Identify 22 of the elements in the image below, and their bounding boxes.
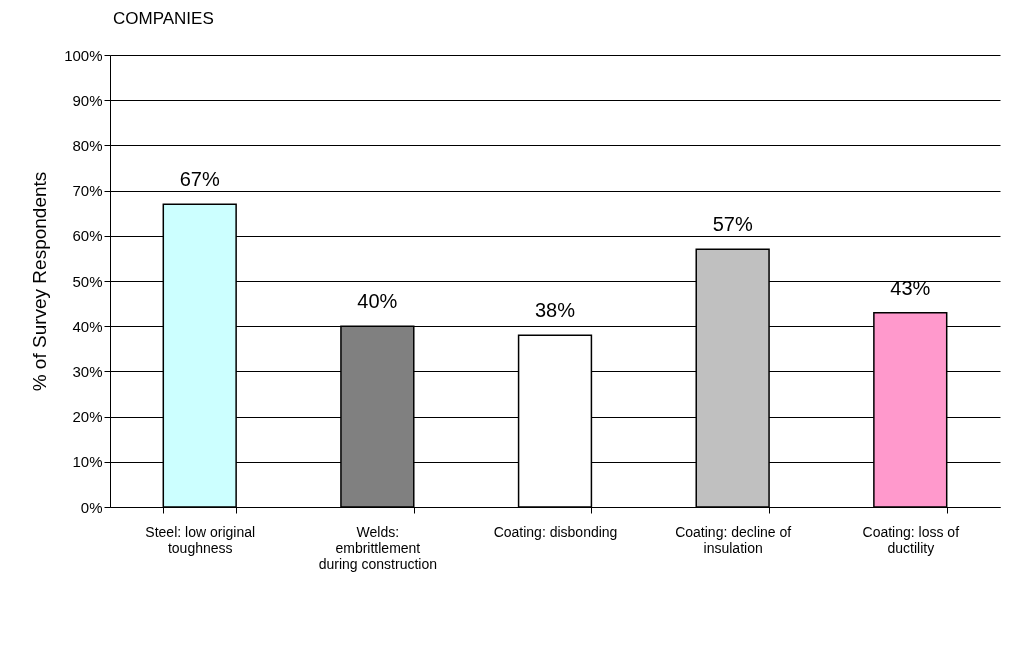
x-tick-label: Coating: loss of ductility bbox=[862, 523, 960, 556]
y-tick-label: 50% bbox=[72, 272, 103, 290]
y-tick-label: 60% bbox=[72, 227, 103, 245]
y-tick-label: 10% bbox=[72, 453, 103, 471]
y-tick-label: 0% bbox=[80, 498, 103, 516]
data-label: 57% bbox=[712, 213, 753, 236]
y-tick-label: 80% bbox=[72, 136, 103, 154]
x-tick-label: Steel: low original toughness bbox=[145, 523, 256, 556]
y-axis-title: % of Survey Respondents bbox=[29, 171, 51, 392]
y-tick-label: 100% bbox=[64, 46, 103, 64]
y-tick-label: 70% bbox=[72, 182, 103, 200]
x-tick-label: Coating: disbonding bbox=[493, 523, 618, 540]
y-tick-label: 30% bbox=[72, 362, 103, 380]
data-label: 38% bbox=[534, 299, 576, 322]
data-label: 67% bbox=[179, 168, 220, 191]
y-tick-label: 20% bbox=[72, 408, 103, 426]
data-label: 40% bbox=[357, 290, 398, 313]
chart-title: COMPANIES bbox=[113, 9, 214, 28]
y-tick-label: 40% bbox=[72, 317, 103, 335]
x-tick-label: Coating: decline of insulation bbox=[675, 523, 792, 556]
x-tick-label: Welds: embrittlement during construction bbox=[318, 523, 437, 572]
y-tick-label: 90% bbox=[72, 91, 103, 109]
